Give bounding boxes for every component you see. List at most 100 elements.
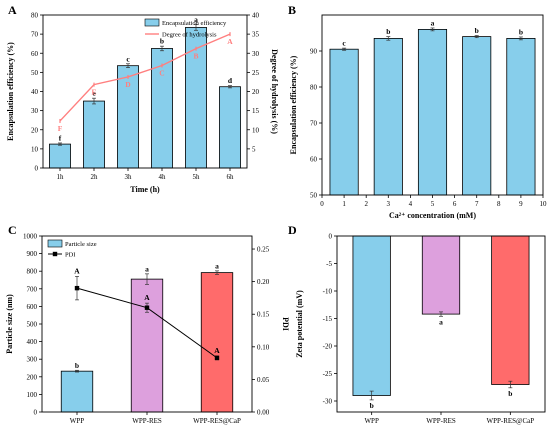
sig-letter-c-WPP-RES: a: [145, 264, 149, 273]
sig-letter-d-WPP: b: [370, 401, 374, 410]
y-axis-label-c: Particle size (nm): [5, 294, 14, 354]
sig-letter-a-2h: e: [92, 89, 96, 98]
pdi-point-WPP-RES@CaP: [214, 355, 220, 361]
y2-tick-label-c: 0.20: [257, 278, 270, 286]
x-axis-label-b: Ca²⁺ concentration (mM): [389, 211, 476, 220]
x-tick-label-d-WPP: WPP: [364, 417, 379, 425]
bar-a-2h: [83, 100, 105, 169]
pdi-point-WPP-RES: [144, 305, 150, 310]
sig-letter-a-5h: a: [194, 15, 198, 24]
x-tick-label-a-5h: 5h: [193, 173, 201, 181]
panel-label-b: B: [288, 3, 296, 17]
y-tick-label-d: -25: [323, 370, 333, 378]
legend-label-pdi: PDI: [65, 252, 75, 259]
legend-swatch-encapsulation: [144, 18, 160, 27]
y-tick-label-a: 80: [31, 12, 39, 20]
y-tick-label-a: 50: [31, 69, 39, 77]
x-tick-label-b: 3: [387, 200, 391, 208]
bar-b-7mM: [462, 36, 492, 196]
y-tick-label-a: 70: [31, 31, 39, 39]
y-tick-label-c: 700: [27, 285, 38, 293]
x-tick-label-b: 6: [453, 200, 457, 208]
y2-tick-label-a: 30: [252, 50, 260, 58]
x-tick-label-c-WPP: WPP: [70, 417, 85, 425]
y-tick-label-b: 70: [310, 120, 318, 128]
y-tick-label-b: 50: [310, 192, 318, 200]
dh-letter-3h: D: [125, 80, 131, 89]
y2-tick-label-a: 15: [252, 107, 260, 115]
y-axis-label-d: Zeta potential (mV): [295, 290, 304, 358]
y-tick-label-c: 200: [27, 373, 38, 381]
y-tick-label-a: 30: [31, 107, 39, 115]
y-tick-label-a: 60: [31, 50, 39, 58]
pdi-letter-WPP-RES: A: [144, 293, 150, 302]
pdi-letter-WPP: A: [74, 266, 80, 275]
legend-marker-pdi: [52, 251, 58, 257]
y-axis-label-a: Encapsulation efficiency (%): [6, 42, 15, 141]
y2-tick-label-c: 0.15: [257, 311, 270, 319]
y-tick-label-d: 0: [329, 233, 333, 241]
x-tick-label-b: 8: [497, 200, 501, 208]
y-tick-label-c: 800: [27, 268, 38, 276]
x-tick-label-b: 5: [431, 200, 435, 208]
legend-label-dh: Degree of hydrolysis: [162, 32, 217, 39]
y-tick-label-c: 500: [27, 321, 38, 329]
bar-d-WPP: [352, 235, 391, 396]
y-tick-label-c: 100: [27, 391, 38, 399]
y2-axis-label-a: Degree of hydrolysis (%): [270, 49, 279, 134]
x-tick-label-b: 1: [342, 200, 346, 208]
y-tick-label-c: 400: [27, 338, 38, 346]
x-tick-label-a-1h: 1h: [57, 173, 65, 181]
x-tick-label-b: 4: [409, 200, 413, 208]
x-tick-label-b: 7: [475, 200, 479, 208]
panel-label-d: D: [288, 223, 297, 237]
y-tick-label-c: 1000: [23, 233, 38, 241]
y-tick-label-d: -30: [323, 398, 333, 406]
y-tick-label-a: 40: [31, 88, 39, 96]
sig-letter-b-3mM: b: [386, 27, 390, 36]
sig-letter-d-WPP-RES: a: [439, 317, 443, 326]
x-tick-label-b: 10: [540, 200, 548, 208]
y2-tick-label-a: 5: [252, 145, 256, 153]
bar-d-WPP-RES: [421, 235, 461, 315]
y-tick-label-d: -20: [323, 343, 333, 351]
sig-letter-b-7mM: b: [475, 26, 479, 35]
y-tick-label-c: 0: [34, 409, 38, 417]
dh-letter-2h: E: [91, 88, 96, 97]
sig-letter-b-9mM: b: [519, 27, 523, 36]
bar-a-6h: [219, 86, 241, 169]
bar-d-WPP-RES@CaP: [491, 235, 530, 385]
sig-letter-a-3h: c: [126, 54, 130, 63]
sig-letter-d-WPP-RES@CaP: b: [508, 389, 512, 398]
y2-tick-label-c: 0.05: [257, 376, 270, 384]
bar-b-3mM: [373, 38, 403, 196]
y-tick-label-a: 10: [31, 145, 39, 153]
pdi-letter-WPP-RES@CaP: A: [214, 346, 220, 355]
bar-c-WPP: [60, 370, 94, 413]
dh-letter-1h: F: [58, 124, 63, 133]
bar-c-WPP-RES@CaP: [200, 272, 234, 413]
y2-tick-label-a: 40: [252, 12, 260, 20]
y-tick-label-d: -10: [323, 288, 333, 296]
bar-c-WPP-RES: [130, 278, 164, 413]
x-axis-label-a: Time (h): [130, 185, 160, 194]
y-tick-label-d: -15: [323, 315, 333, 323]
y2-tick-label-a: 35: [252, 31, 260, 39]
y-tick-label-c: 900: [27, 250, 38, 258]
x-tick-label-d-WPP-RES@CaP: WPP-RES@CaP: [486, 417, 534, 425]
y-tick-label-b: 80: [310, 84, 318, 92]
y2-tick-label-a: 10: [252, 126, 260, 134]
y2-tick-label-c: 0.00: [257, 409, 270, 417]
bar-b-1mM: [329, 48, 359, 196]
legend-label-particle-size: Particle size: [65, 241, 97, 248]
sig-letter-c-WPP: b: [75, 361, 79, 370]
x-tick-label-c-WPP-RES: WPP-RES: [132, 417, 162, 425]
x-tick-label-c-WPP-RES@CaP: WPP-RES@CaP: [193, 417, 241, 425]
y2-tick-label-a: 25: [252, 69, 260, 77]
bar-b-5mM: [417, 28, 448, 196]
y-tick-label-b: 90: [310, 48, 318, 56]
y2-axis-label-c: PDI: [281, 317, 290, 331]
sig-letter-a-1h: f: [59, 133, 62, 142]
x-tick-label-b: 9: [519, 200, 523, 208]
sig-letter-b-5mM: a: [431, 18, 435, 27]
